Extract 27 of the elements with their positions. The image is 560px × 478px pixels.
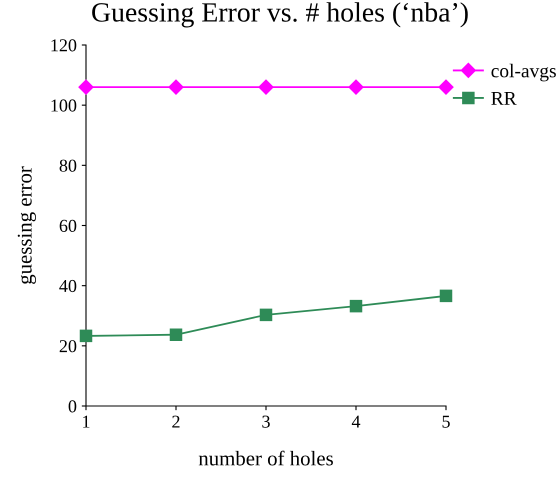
y-tick-label: 100 [51,99,76,112]
x-tick-label: 3 [262,416,270,428]
point [170,328,182,341]
point [80,330,92,342]
y-axis-title: guessing error [18,166,36,284]
point [438,80,454,95]
legend-label: col-avgs [491,64,556,82]
y-tick-label: 40 [59,280,76,292]
y-tick-label: 60 [60,220,76,232]
x-tick-label: 4 [352,416,360,428]
point [440,290,452,302]
point [260,308,272,322]
chart-title: Guessing Error vs. # holes (‘nba’) [92,2,468,28]
point [78,80,94,95]
point [168,80,184,95]
legend-label: RR [491,92,517,105]
y-tick-label: 20 [60,340,76,352]
x-axis-title: number of holes [198,450,333,466]
x-tick-label: 1 [83,416,90,428]
y-tick-label: 80 [60,160,76,172]
y-tick-label: 120 [51,39,76,52]
x-tick-label: 5 [442,416,450,428]
point [258,80,274,95]
y-tick-label: 0 [68,400,76,412]
point [350,300,362,312]
x-tick-label: 2 [172,416,180,428]
point [348,80,364,95]
